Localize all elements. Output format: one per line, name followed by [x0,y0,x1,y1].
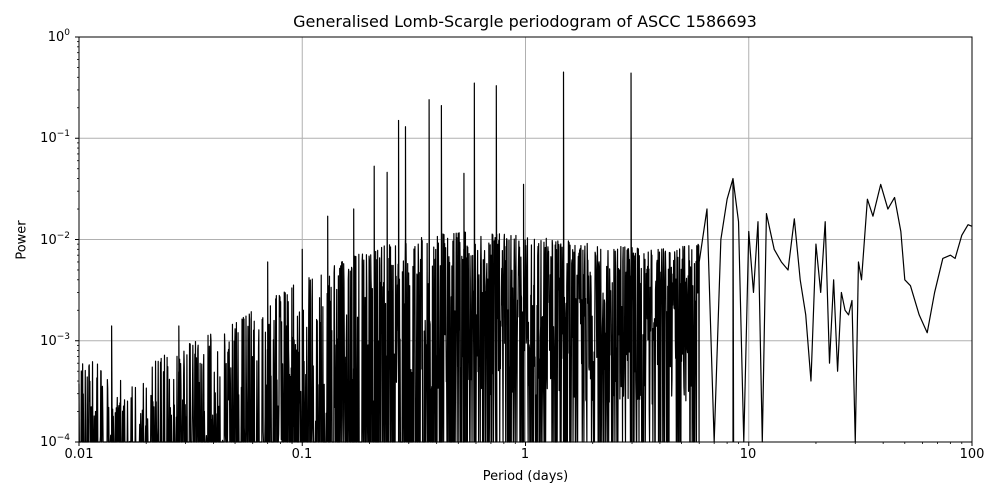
chart-title: Generalised Lomb-Scargle periodogram of … [293,12,757,31]
x-tick-label: 0.1 [291,447,313,462]
axis-ticks [75,36,973,446]
x-tick-label: 10 [739,447,757,462]
x-axis-label: Period (days) [482,469,569,484]
y-tick-label: 10−3 [40,332,70,349]
y-tick-label: 10−1 [40,129,70,146]
y-tick-label: 10−4 [40,433,70,450]
x-tick-label: 0.01 [64,447,94,462]
periodogram-line [78,71,973,443]
x-tick-label: 100 [959,447,985,462]
y-tick-label: 100 [47,28,70,45]
x-tick-label: 1 [520,447,530,462]
y-tick-label: 10−2 [40,231,70,248]
